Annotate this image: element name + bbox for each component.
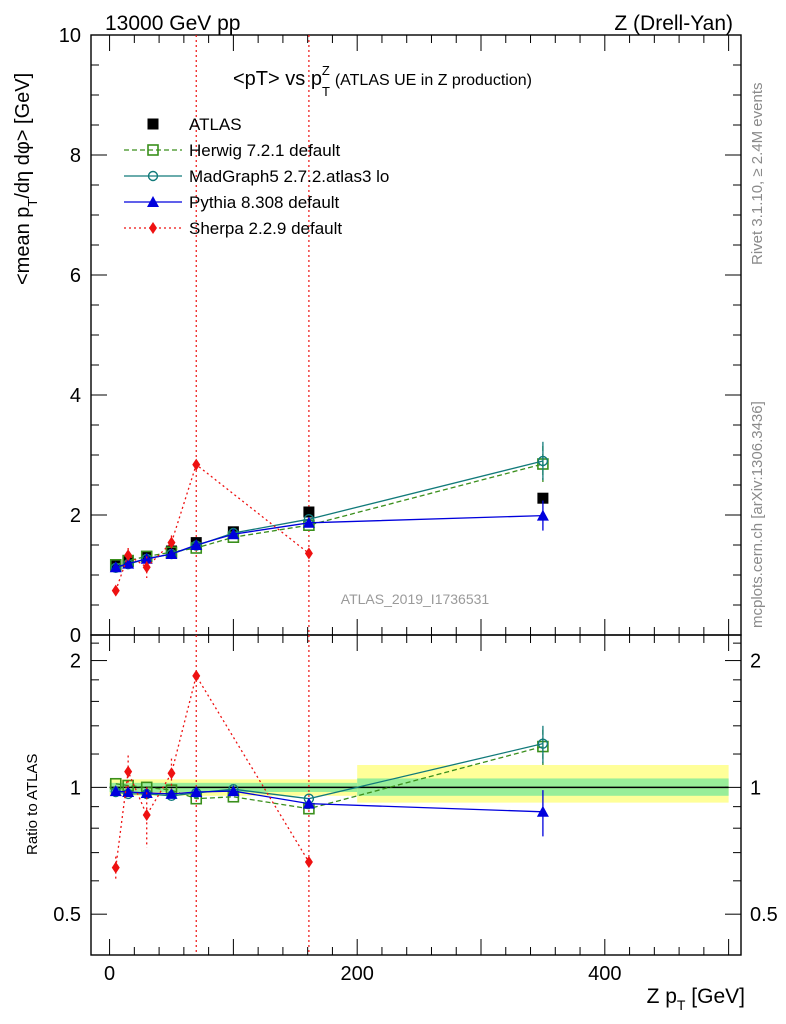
main-y-tick-label: 6 [70, 265, 81, 287]
main-line-sherpa [115, 463, 310, 591]
ratio-point-pythia [536, 805, 549, 817]
main-line-madgraph [115, 460, 544, 569]
main-point-sherpa [304, 547, 313, 560]
main-y-tick-label: 4 [70, 385, 81, 407]
legend-marker-madgraph [147, 170, 159, 182]
main-point-pythia [302, 516, 315, 528]
ratio-y-tick-label-left: 1 [70, 777, 81, 799]
header-right: Z (Drell-Yan) [614, 12, 733, 35]
main-y-tick-label: 8 [70, 145, 81, 167]
ratio-y-tick-label-left: 2 [70, 651, 81, 673]
ratio-point-pythia [109, 785, 122, 797]
main-point-madgraph [537, 455, 549, 467]
ratio-point-pythia [122, 786, 135, 798]
ratio-y-tick-label-right: 2 [750, 651, 761, 673]
plot-title: <pT> vs pTZ (ATLAS UE in Z production) [233, 63, 532, 99]
main-point-sherpa [124, 549, 133, 562]
ratio-point-sherpa [124, 765, 133, 778]
ratio-point-sherpa [142, 808, 151, 821]
main-point-pythia [165, 548, 178, 559]
ratio-point-pythia [165, 787, 178, 799]
ratio-point-sherpa [111, 861, 120, 874]
y-axis-label-ratio: Ratio to ATLAS [24, 754, 41, 855]
x-axis-label-p1: Z p [647, 985, 677, 1008]
y-axis-label-main: <mean pT/dη dφ> [GeV] [12, 73, 40, 285]
legend: ATLAS Herwig 7.2.1 default MadGraph5 2.7.2… [124, 115, 389, 238]
y-axis-label-main-p1: <mean p [12, 207, 34, 285]
data-series [109, 441, 549, 880]
main-point-pythia [109, 561, 122, 573]
y-axis-label-main-p2: /dη dφ> [GeV] [12, 73, 34, 199]
legend-label-pythia: Pythia 8.308 default [189, 193, 340, 212]
legend-marker-atlas [147, 118, 159, 130]
ratio-point-pythia [227, 785, 240, 797]
main-y-tick-label: 10 [59, 25, 81, 47]
ratio-line-sherpa [115, 674, 310, 868]
ratio-y-tick-label-left: 0.5 [53, 904, 81, 926]
x-tick-label: 400 [588, 963, 621, 985]
ratio-point-pythia [302, 797, 315, 809]
ratio-plot-frame [90, 634, 742, 956]
analysis-watermark: ATLAS_2019_I1736531 [341, 591, 490, 607]
ratio-y-tick-label-right: 1 [750, 777, 761, 799]
main-point-sherpa [142, 561, 151, 574]
side-label-mcplots: mcplots.cern.ch [arXiv:1306.3436] [749, 401, 766, 628]
legend-marker-pythia [147, 196, 159, 207]
main-point-atlas [303, 506, 315, 518]
legend-marker-sherpa [149, 222, 157, 234]
x-tick-label: 0 [104, 963, 115, 985]
main-y-tick-label: 2 [70, 505, 81, 527]
legend-label-herwig: Herwig 7.2.1 default [189, 141, 340, 160]
main-point-pythia [536, 509, 549, 521]
ratio-point-sherpa [192, 669, 201, 682]
main-point-pythia [227, 528, 240, 540]
x-axis-label: Z pT [GeV] [647, 985, 745, 1013]
plot-title-sub: T [322, 84, 330, 99]
plot-title-tail: (ATLAS UE in Z production) [335, 72, 532, 89]
ratio-point-sherpa [167, 767, 176, 780]
ratio-y-tick-label-right: 0.5 [750, 904, 778, 926]
main-line-pythia [115, 514, 543, 568]
main-point-sherpa [192, 458, 201, 471]
y-axis-label-main-sub: T [25, 199, 40, 207]
main-point-sherpa [111, 584, 120, 597]
main-line-herwig [115, 463, 544, 566]
x-axis-label-p2: [GeV] [685, 985, 745, 1008]
main-point-pythia [122, 557, 135, 569]
x-tick-label: 200 [341, 963, 374, 985]
axis-ticks: 0 2 4 6 8 10 0.5 0.5 1 1 2 2 0 200 400 [53, 25, 778, 985]
main-y-tick-label: 0 [70, 625, 81, 647]
side-label-rivet: Rivet 3.1.10, ≥ 2.4M events [749, 83, 766, 266]
ratio-point-madgraph [537, 738, 549, 749]
legend-label-madgraph: MadGraph5 2.7.2.atlas3 lo [189, 167, 389, 186]
header-left: 13000 GeV pp [105, 12, 240, 35]
main-point-sherpa [167, 536, 176, 549]
ratio-bands [109, 765, 729, 803]
legend-marker-herwig [147, 144, 159, 156]
main-point-atlas [537, 492, 549, 504]
main-point-pythia [190, 539, 203, 550]
legend-label-sherpa: Sherpa 2.2.9 default [189, 219, 342, 238]
plot-title-sup: Z [322, 63, 330, 78]
legend-label-atlas: ATLAS [189, 115, 242, 134]
ratio-point-pythia [190, 786, 203, 798]
x-axis-label-sub: T [677, 997, 686, 1013]
plot-title-main: <pT> vs p [233, 68, 322, 90]
ratio-point-sherpa [304, 856, 313, 869]
